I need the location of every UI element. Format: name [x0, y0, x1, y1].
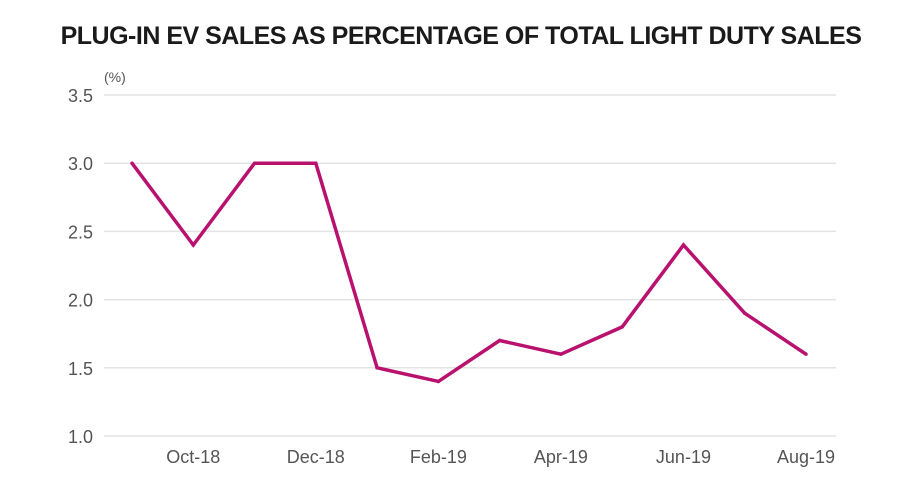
- data-point-dec-18: [314, 161, 318, 165]
- data-point-mar-19: [497, 338, 502, 343]
- data-point-jul-19: [742, 311, 747, 315]
- chart-title: PLUG-IN EV SALES AS PERCENTAGE OF TOTAL …: [60, 22, 862, 50]
- x-tick-label: Apr-19: [534, 447, 588, 467]
- y-tick-label: 1.0: [68, 427, 93, 447]
- y-tick-label: 3.5: [68, 86, 93, 106]
- x-tick-label: Feb-19: [410, 447, 467, 467]
- data-point-feb-19: [436, 379, 441, 384]
- data-point-oct-18: [191, 243, 196, 247]
- y-tick-label: 2.0: [68, 291, 93, 311]
- y-axis-unit-label: (%): [104, 69, 126, 85]
- data-point-jun-19: [681, 243, 686, 247]
- data-point-apr-19: [559, 352, 563, 356]
- y-tick-label: 1.5: [68, 359, 93, 379]
- x-axis-ticks: Oct-18 Dec-18 Feb-19 Apr-19 Jun-19 Aug-19: [166, 447, 835, 467]
- x-tick-label: Dec-18: [287, 447, 345, 467]
- x-tick-label: Oct-18: [166, 447, 220, 467]
- x-tick-label: Aug-19: [777, 447, 835, 467]
- data-point-sep-18: [130, 161, 134, 165]
- data-point-aug-19: [804, 352, 808, 356]
- y-tick-label: 2.5: [68, 222, 93, 242]
- series: [130, 161, 808, 384]
- gridlines: [104, 94, 836, 437]
- x-tick-label: Jun-19: [656, 447, 711, 467]
- series-line-0: [130, 161, 807, 384]
- y-axis-ticks: 1.0 1.5 2.0 2.5 3.0 3.5: [68, 86, 93, 447]
- data-point-may-19: [620, 325, 624, 329]
- y-tick-label: 3.0: [68, 154, 93, 174]
- data-point-jan-19: [375, 366, 379, 370]
- data-point-nov-18: [252, 161, 257, 165]
